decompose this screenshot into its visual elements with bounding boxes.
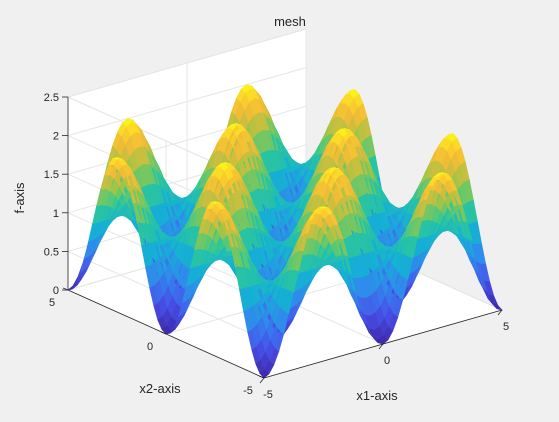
y-tick-label: 5 [49,297,55,309]
z-tick-label: 2.5 [44,92,59,104]
box-edge [67,28,307,98]
x-tick-label: 0 [384,355,390,367]
surface-mesh [67,84,503,379]
y-tick [160,331,167,335]
z-tick-label: 0.5 [44,246,59,258]
x-tick-label: -5 [263,389,273,401]
z-tick-label: 1.5 [44,169,59,181]
x-axis-label: x1-axis [356,388,398,403]
x-tick-label: 5 [503,321,509,333]
y-tick-label: 0 [147,341,153,353]
z-tick-label: 0 [53,285,59,297]
x-tick [497,309,503,316]
surface-face [492,303,503,311]
tick-marks [62,96,503,384]
y-tick-label: -5 [243,385,253,397]
x-tick [259,377,265,384]
grid-line [67,67,307,137]
y-axis-label: x2-axis [139,381,181,396]
x-tick [378,343,384,350]
chart-title: mesh [274,14,306,29]
z-tick-label: 2 [53,131,59,143]
y-tick [258,375,265,379]
z-tick-label: 1 [53,208,59,220]
z-axis-label: f-axis [12,182,27,214]
